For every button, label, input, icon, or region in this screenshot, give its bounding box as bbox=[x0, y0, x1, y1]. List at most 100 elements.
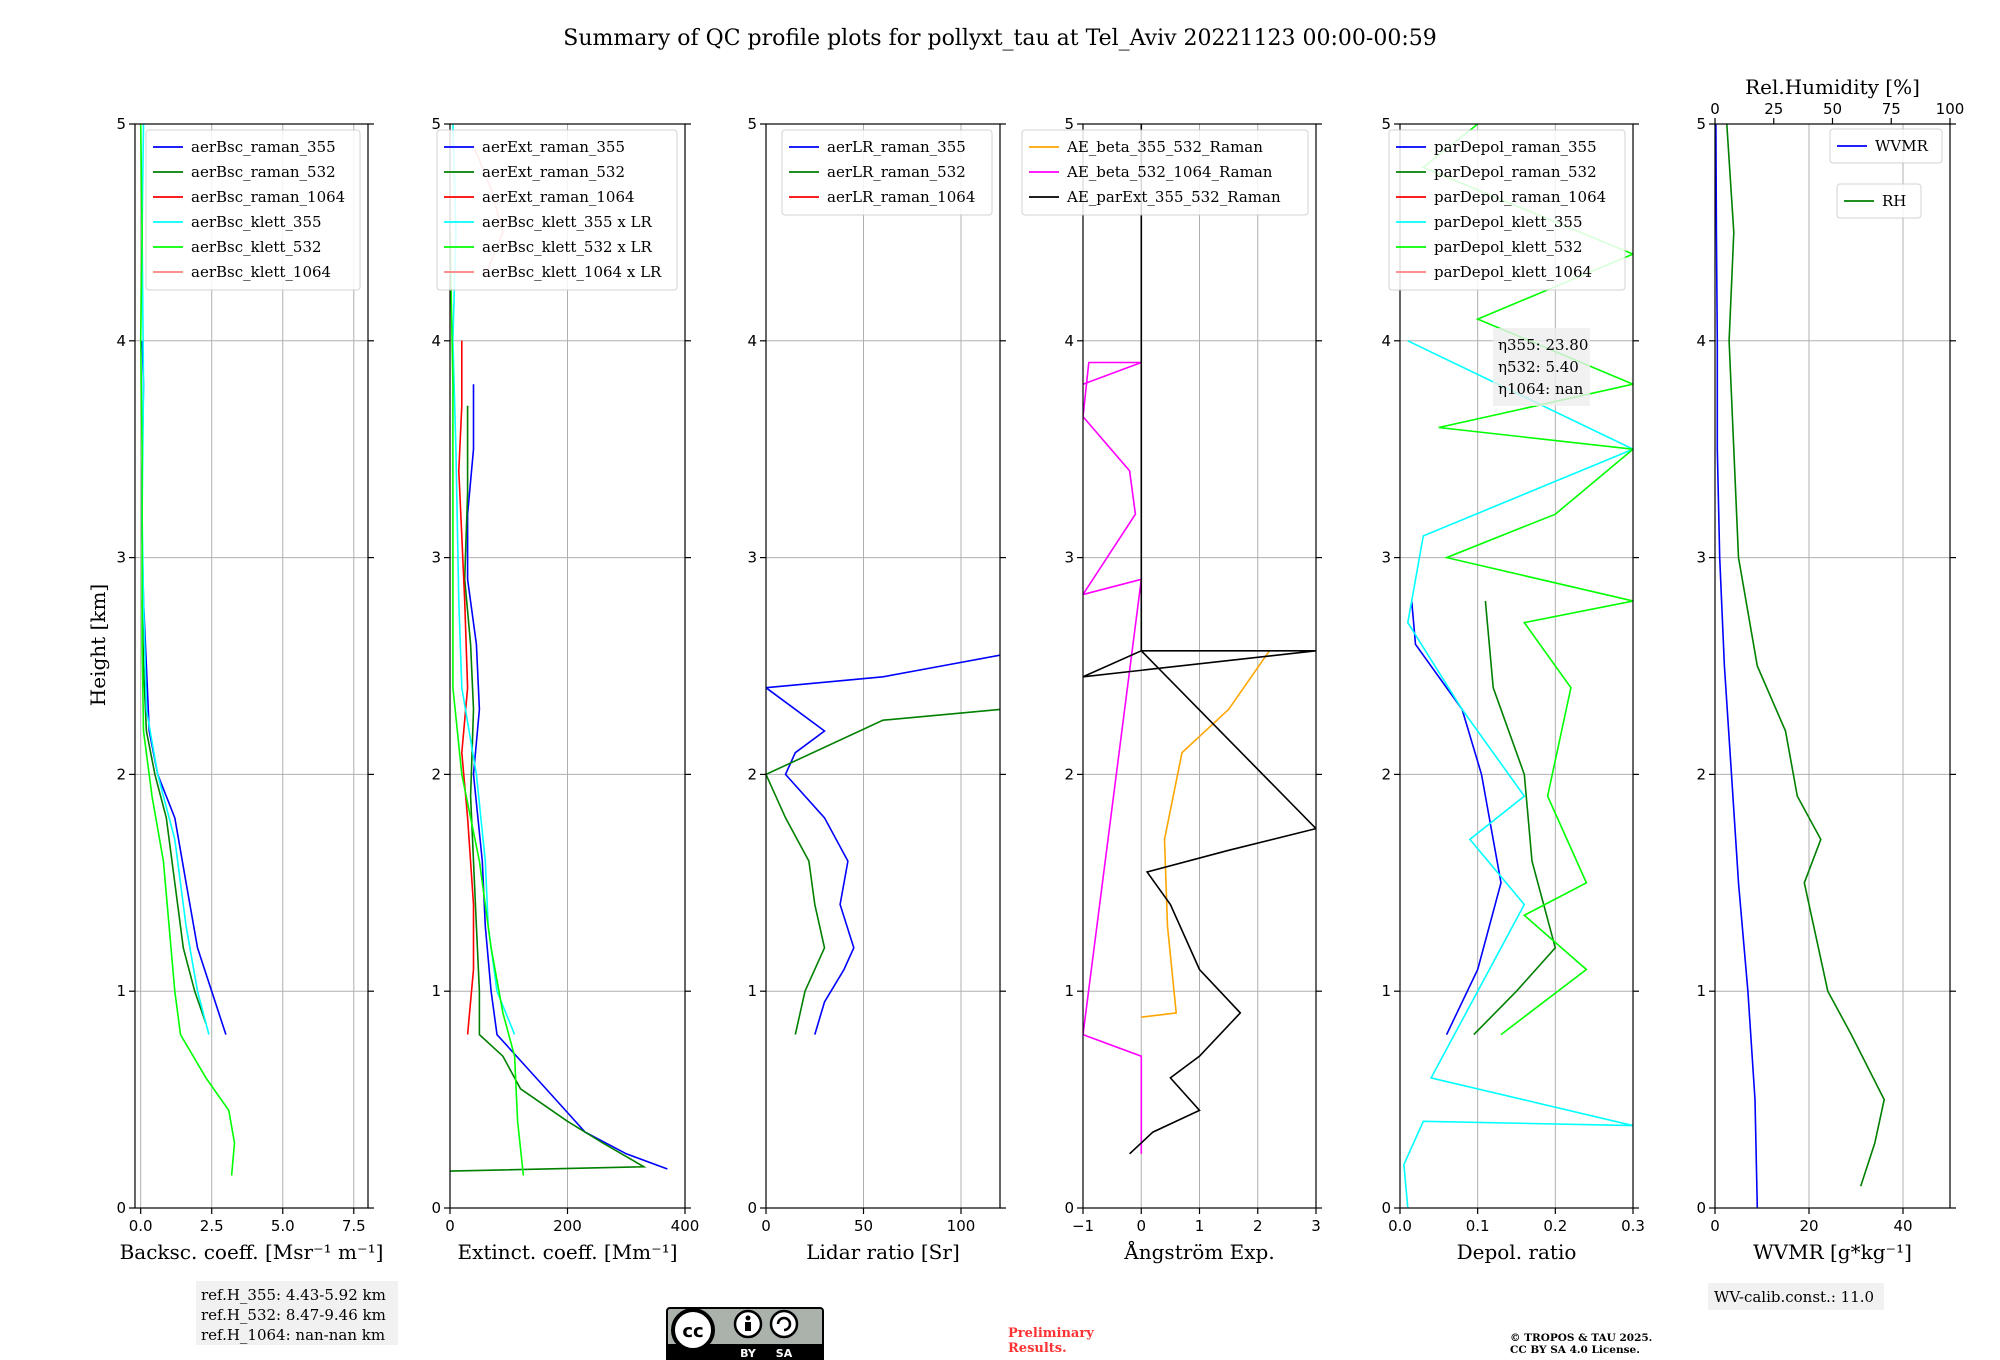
x-tick-label: −1 bbox=[1072, 1217, 1094, 1235]
series-line-WVMR bbox=[1715, 124, 1759, 1208]
x-tick-label: 0.3 bbox=[1621, 1217, 1645, 1235]
copyright-line-1: © TROPOS & TAU 2025. bbox=[1510, 1332, 1652, 1344]
top-x-axis-label: Rel.Humidity [%] bbox=[1745, 75, 1920, 99]
eta-box bbox=[1493, 328, 1590, 406]
series-group bbox=[1403, 124, 1633, 1208]
top-x-tick-label: 50 bbox=[1823, 100, 1842, 118]
y-tick-label: 0 bbox=[1381, 1199, 1391, 1217]
y-tick-label: 5 bbox=[116, 115, 126, 133]
series-group bbox=[139, 124, 236, 1176]
series-group bbox=[450, 124, 668, 1176]
y-tick-label: 3 bbox=[1064, 549, 1074, 567]
panels: 0.0 2.5 5.0 7.5 0 1 2 3 4 5 Backsc. coeff. [Msr⁻¹ … bbox=[116, 75, 1964, 1264]
x-axis-label: Depol. ratio bbox=[1457, 1240, 1577, 1264]
legend-label: AE_beta_355_532_Raman bbox=[1066, 138, 1263, 156]
preliminary-text-2: Results. bbox=[1008, 1341, 1067, 1356]
y-tick-label: 4 bbox=[116, 332, 126, 350]
y-tick-label: 5 bbox=[1381, 115, 1391, 133]
top-x-tick-label: 25 bbox=[1764, 100, 1783, 118]
series-line-aerLR_raman_532 bbox=[766, 708, 1000, 1035]
top-x-tick-label: 0 bbox=[1710, 100, 1720, 118]
axes-frame bbox=[134, 123, 369, 1209]
cc-icon bbox=[671, 1308, 715, 1352]
y-tick-label: 0 bbox=[116, 1199, 126, 1217]
series-line-aerBsc_klett_532 bbox=[139, 124, 236, 1176]
y-tick-label: 3 bbox=[747, 549, 757, 567]
x-axis-label: Extinct. coeff. [Mm⁻¹] bbox=[457, 1240, 677, 1264]
x-axis-label: Backsc. coeff. [Msr⁻¹ m⁻¹] bbox=[120, 1240, 384, 1264]
y-tick-label: 2 bbox=[116, 765, 126, 783]
x-tick-label: 40 bbox=[1893, 1217, 1912, 1235]
series-line-aerBsc_klett_532 x LR bbox=[450, 232, 525, 1176]
x-tick-label: 0 bbox=[1136, 1217, 1146, 1235]
legend-label: parDepol_klett_355 bbox=[1434, 213, 1583, 231]
legend-label: aerBsc_klett_355 bbox=[191, 213, 322, 231]
legend-label: aerLR_raman_355 bbox=[827, 138, 966, 156]
legend-label: aerLR_raman_1064 bbox=[827, 188, 975, 206]
ref-height-note: ref.H_355: 4.43-5.92 km ref.H_532: 8.47-… bbox=[196, 1281, 398, 1345]
x-tick-label: 5.0 bbox=[271, 1217, 295, 1235]
y-tick-label: 0 bbox=[1064, 1199, 1074, 1217]
legend-label: parDepol_klett_532 bbox=[1434, 238, 1583, 256]
y-tick-label: 0 bbox=[1696, 1199, 1706, 1217]
wv-calib-const: WV-calib.const.: 11.0 bbox=[1714, 1288, 1874, 1306]
series-line-parDepol_raman_355 bbox=[1410, 600, 1502, 1035]
legend-label: aerBsc_klett_1064 x LR bbox=[482, 263, 662, 281]
legend-label: WVMR bbox=[1875, 137, 1929, 155]
legend: WVMR RH bbox=[1829, 128, 1943, 219]
series-line-aerBsc_raman_355 bbox=[141, 340, 227, 1035]
y-tick-label: 3 bbox=[1381, 549, 1391, 567]
y-tick-label: 1 bbox=[431, 982, 441, 1000]
x-tick-label: 1 bbox=[1195, 1217, 1205, 1235]
y-tick-label: 2 bbox=[431, 765, 441, 783]
legend-label: aerExt_raman_355 bbox=[482, 138, 625, 156]
x-tick-label: 400 bbox=[671, 1217, 700, 1235]
legend-label: aerExt_raman_1064 bbox=[482, 188, 635, 206]
legend: aerExt_raman_355 aerExt_raman_532 aerExt_r… bbox=[436, 129, 678, 291]
sa-share-icon bbox=[769, 1309, 799, 1339]
x-tick-label: 7.5 bbox=[342, 1217, 366, 1235]
copyright-line-2: CC BY SA 4.0 License. bbox=[1510, 1344, 1640, 1356]
series-line-AE_beta_532_1064_Raman bbox=[1083, 361, 1143, 1154]
cc-mark: cc bbox=[682, 1321, 703, 1342]
top-x-tick-label: 75 bbox=[1882, 100, 1901, 118]
x-tick-label: 2.5 bbox=[200, 1217, 224, 1235]
series-group bbox=[1083, 124, 1316, 1155]
legend-box bbox=[145, 129, 361, 291]
y-tick-label: 3 bbox=[431, 549, 441, 567]
series-line-aerBsc_raman_532 bbox=[141, 600, 207, 1024]
y-tick-label: 2 bbox=[1064, 765, 1074, 783]
y-tick-label: 4 bbox=[1381, 332, 1391, 350]
axes-frame bbox=[765, 123, 1001, 1209]
legend-box bbox=[781, 129, 993, 216]
preliminary-text-1: Preliminary bbox=[1008, 1326, 1094, 1341]
y-tick-label: 5 bbox=[1064, 115, 1074, 133]
legend-label: aerLR_raman_532 bbox=[827, 163, 966, 181]
y-tick-label: 4 bbox=[1064, 332, 1074, 350]
y-tick-label: 5 bbox=[747, 115, 757, 133]
eta-annotation: η355: 23.80 η532: 5.40 η1064: nan bbox=[1493, 328, 1590, 406]
y-axis-label: Height [km] bbox=[86, 584, 110, 706]
eta-532: η532: 5.40 bbox=[1498, 358, 1579, 376]
series-line-aerExt_raman_532 bbox=[450, 405, 647, 1172]
y-tick-label: 1 bbox=[747, 982, 757, 1000]
series-line-AE_beta_355_532_Raman bbox=[1141, 650, 1271, 1018]
x-tick-label: 200 bbox=[553, 1217, 582, 1235]
series-line-parDepol_raman_532 bbox=[1473, 600, 1557, 1036]
ref-h-532: ref.H_532: 8.47-9.46 km bbox=[201, 1306, 386, 1324]
x-axis-label: WVMR [g*kg⁻¹] bbox=[1753, 1240, 1912, 1264]
legend-label: aerBsc_klett_532 bbox=[191, 238, 322, 256]
eta-355: η355: 23.80 bbox=[1498, 336, 1588, 354]
x-axis-label: Ångström Exp. bbox=[1123, 1239, 1274, 1264]
top-x-tick-label: 100 bbox=[1936, 100, 1965, 118]
y-tick-label: 3 bbox=[1696, 549, 1706, 567]
y-tick-label: 1 bbox=[1064, 982, 1074, 1000]
panel-bsc: 0.0 2.5 5.0 7.5 0 1 2 3 4 5 Backsc. coeff. [Msr⁻¹ … bbox=[116, 115, 383, 1264]
series-line-aerBsc_klett_355 bbox=[141, 124, 210, 1035]
y-tick-label: 2 bbox=[747, 765, 757, 783]
legend-label: parDepol_raman_532 bbox=[1434, 163, 1597, 181]
legend-label: aerBsc_raman_1064 bbox=[191, 188, 345, 206]
ref-h-355: ref.H_355: 4.43-5.92 km bbox=[201, 1286, 386, 1304]
legend-label: aerExt_raman_532 bbox=[482, 163, 625, 181]
